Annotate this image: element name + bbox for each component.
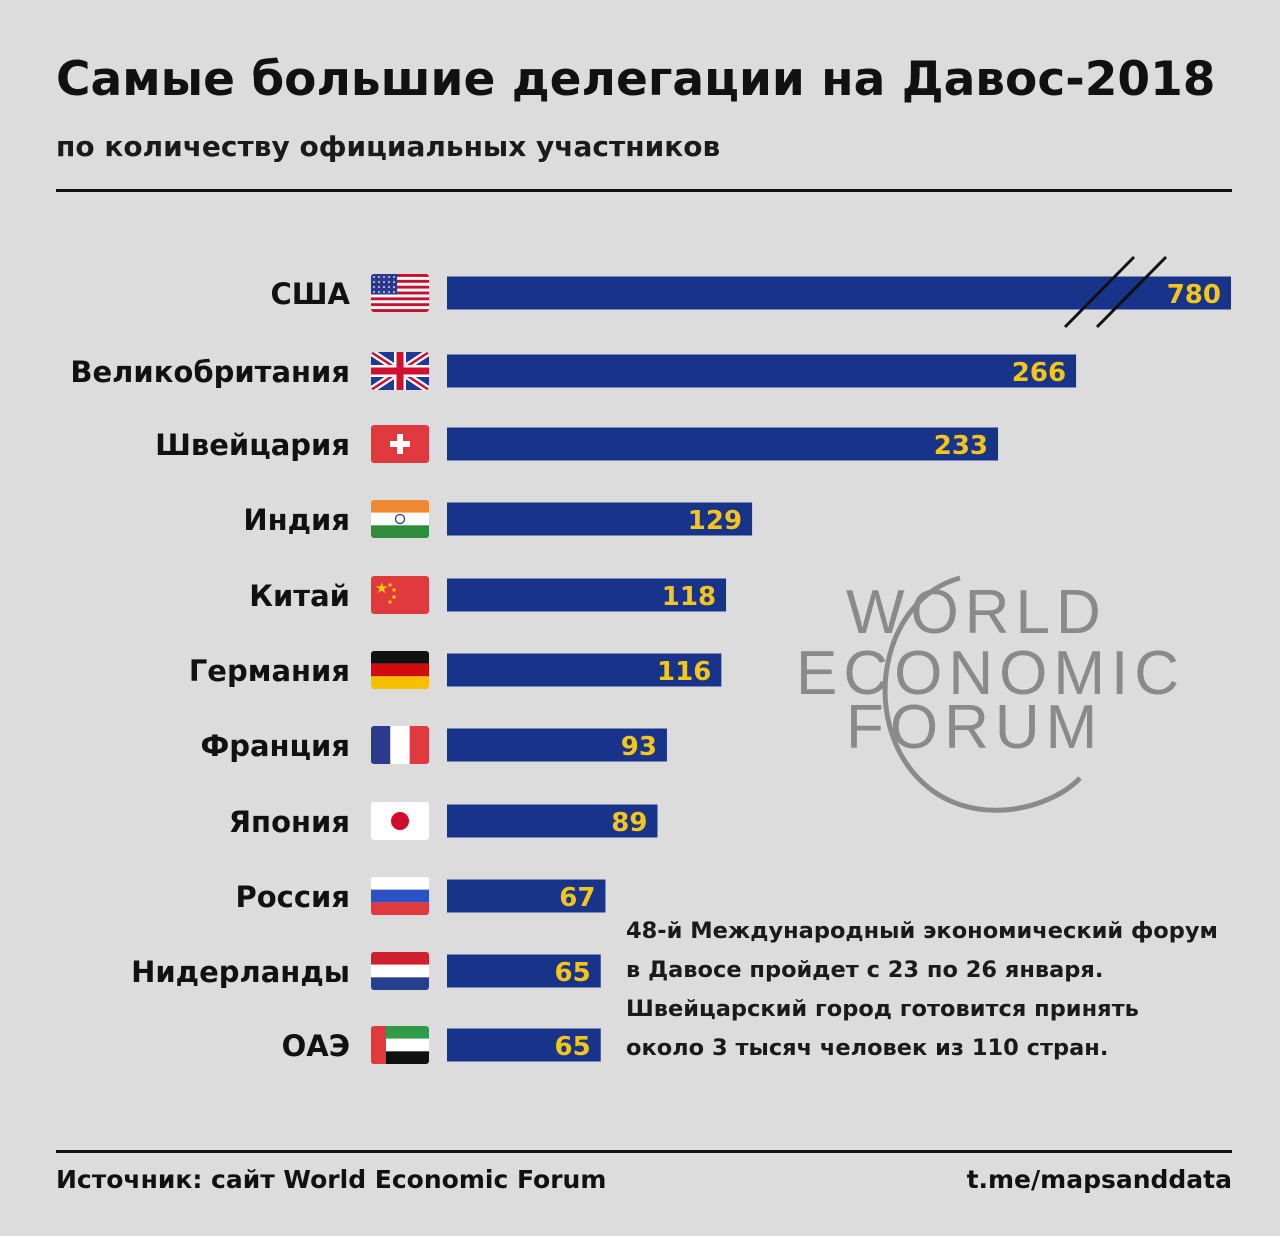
us-flag-icon: [371, 274, 429, 312]
channel-handle: t.me/mapsanddata: [966, 1165, 1232, 1194]
value-label: 780: [1167, 280, 1221, 310]
wef-logo-watermark: WORLD ECONOMIC FORUM: [796, 575, 1185, 813]
source-credit: Источник: сайт World Economic Forum: [56, 1165, 607, 1194]
bottom-divider: [56, 1150, 1232, 1153]
category-label: Франция: [200, 729, 350, 763]
chart-subtitle: по количеству официальных участников: [56, 130, 721, 163]
china-flag-icon: ★: [371, 576, 429, 614]
bar: [447, 1028, 601, 1062]
category-label: Германия: [189, 654, 350, 688]
svg-text:★: ★: [375, 579, 388, 597]
watermark-line-world: WORLD: [846, 578, 1107, 647]
note-line: около 3 тысяч человек из 110 стран.: [626, 1035, 1109, 1061]
axis-break-mark: [1095, 255, 1168, 329]
category-label: Индия: [243, 503, 350, 537]
category-label: Швейцария: [155, 428, 350, 462]
bar: [447, 502, 753, 536]
value-label: 67: [559, 883, 595, 913]
chart-title: Самые большие делегации на Давос-2018: [56, 52, 1216, 107]
value-label: 65: [555, 1032, 591, 1062]
category-label: США: [270, 277, 350, 311]
russia-flag-icon: [371, 877, 429, 915]
category-label: Россия: [236, 880, 351, 914]
uae-flag-icon: [371, 1026, 429, 1064]
uk-flag-icon: [371, 352, 429, 390]
value-label: 93: [621, 732, 657, 762]
axis-break-mark: [1063, 255, 1136, 329]
value-label: 89: [611, 808, 647, 838]
bar: [447, 427, 999, 461]
category-label: Нидерланды: [131, 955, 350, 989]
wef-arc-icon: [882, 575, 1082, 813]
bar: [447, 728, 667, 762]
bar: [447, 653, 722, 687]
germany-flag-icon: [371, 651, 429, 689]
india-flag-icon: [371, 500, 429, 538]
netherlands-flag-icon: [371, 952, 429, 990]
value-label: 129: [688, 506, 742, 536]
category-label: Япония: [229, 805, 350, 839]
note-line: 48-й Международный экономический форум: [626, 918, 1218, 944]
value-label: 65: [555, 958, 591, 988]
bar: [447, 804, 658, 838]
bar: [447, 276, 1231, 310]
info-note: 48-й Международный экономический форум в…: [626, 912, 1246, 1068]
category-label: ОАЭ: [282, 1029, 350, 1063]
watermark-line-economic: ECONOMIC: [796, 639, 1185, 708]
bar: [447, 354, 1077, 388]
switzerland-flag-icon: [371, 425, 429, 463]
bar: [447, 879, 606, 913]
value-label: 266: [1012, 358, 1066, 388]
value-label: 116: [657, 657, 711, 687]
france-flag-icon: [371, 726, 429, 764]
value-label: 118: [662, 582, 716, 612]
note-line: Швейцарский город готовится принять: [626, 996, 1139, 1022]
value-label: 233: [934, 431, 988, 461]
top-divider: [56, 189, 1232, 192]
bar: [447, 578, 727, 612]
category-label: Великобритания: [70, 355, 350, 389]
bar: [447, 954, 601, 988]
japan-flag-icon: [371, 802, 429, 840]
note-line: в Давосе пройдет с 23 по 26 января.: [626, 957, 1104, 983]
category-label: Китай: [249, 579, 350, 613]
